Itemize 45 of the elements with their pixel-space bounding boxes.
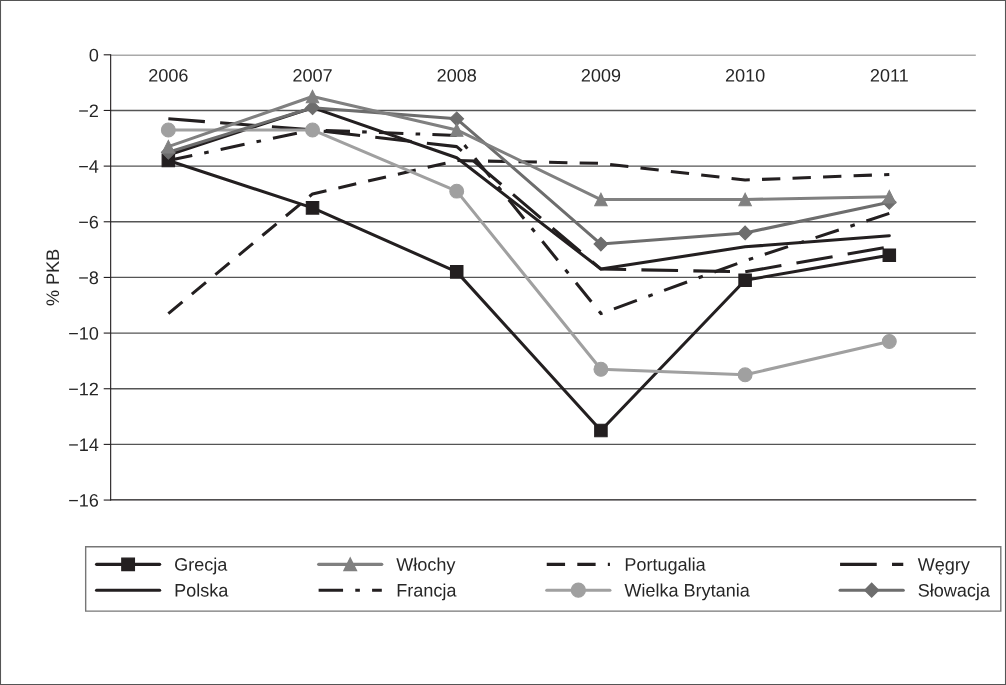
point	[305, 201, 320, 215]
y-tick-label: 0	[89, 48, 99, 62]
legend-label: Grecja	[175, 557, 228, 575]
x-tick-label: 2009	[581, 69, 621, 82]
point	[449, 111, 465, 127]
legend-label: Węgry	[917, 558, 970, 575]
point	[160, 122, 176, 138]
y-tick-label: −8	[79, 271, 99, 285]
point	[305, 100, 320, 116]
legend-label: Portugalia	[625, 557, 706, 575]
point	[737, 367, 753, 383]
point	[882, 248, 897, 262]
y-tick-label: −12	[69, 382, 98, 396]
point	[738, 192, 752, 207]
x-tick-label: 2007	[293, 69, 332, 82]
point	[594, 192, 608, 207]
x-tick-label: 2010	[725, 69, 765, 82]
point	[594, 423, 608, 438]
y-tick-label: −10	[69, 327, 99, 340]
x-tick-label: 2008	[437, 69, 477, 82]
y-tick-label: −6	[79, 215, 99, 229]
y-tick-label: −4	[79, 160, 99, 173]
point	[881, 333, 897, 349]
y-tick-label: −2	[79, 104, 98, 117]
legend-label: Włochy	[396, 557, 456, 575]
point	[449, 265, 464, 279]
point	[449, 183, 465, 199]
point	[738, 273, 752, 287]
x-tick-label: 2011	[870, 69, 908, 82]
point	[593, 236, 609, 252]
legend-label: Słowacja	[918, 583, 990, 601]
y-tick-label: −14	[69, 438, 99, 451]
legend-label: Wielka Brytania	[624, 583, 750, 601]
x-tick-label: 2006	[149, 69, 188, 82]
point	[882, 189, 897, 204]
y-axis-title: % PKB	[46, 249, 60, 306]
point	[305, 89, 320, 104]
y-tick-label: −16	[69, 493, 99, 507]
point	[737, 225, 753, 241]
point	[161, 139, 176, 154]
legend-label: Polska	[175, 583, 229, 597]
point	[305, 122, 320, 138]
legend-label: Francja	[397, 583, 457, 601]
point	[593, 361, 609, 377]
point	[449, 123, 464, 137]
